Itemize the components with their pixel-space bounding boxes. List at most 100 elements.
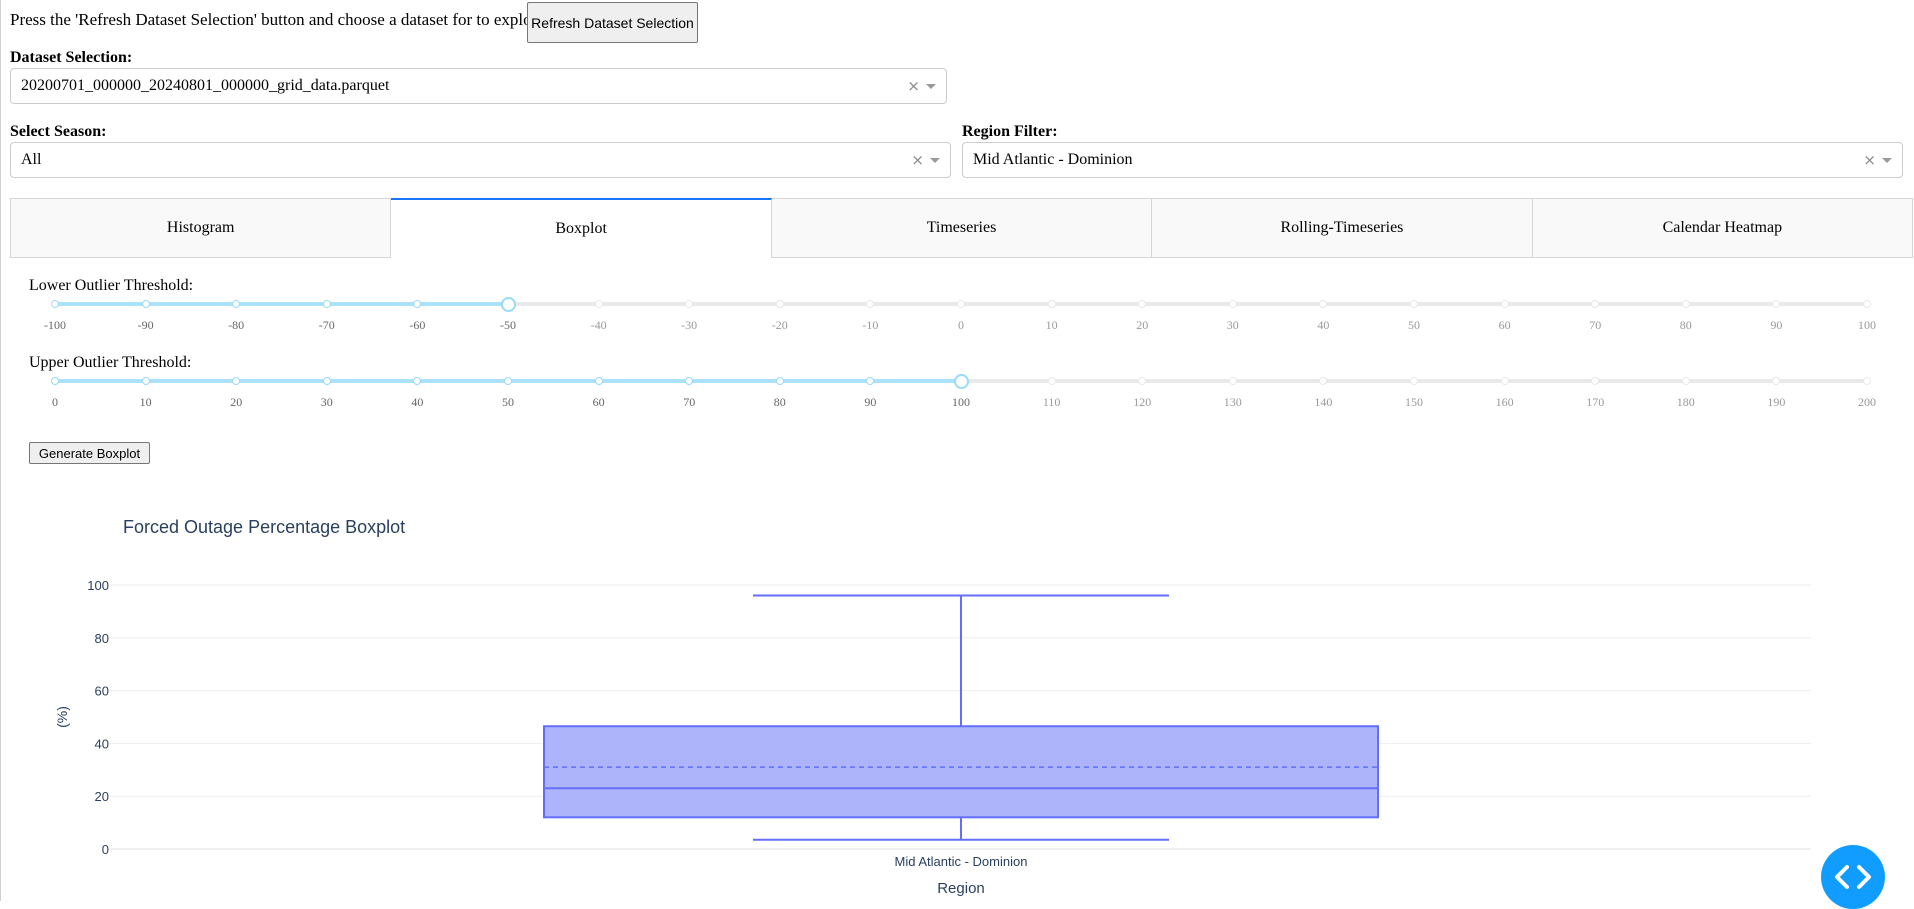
clear-icon[interactable]: × (911, 151, 924, 169)
season-dropdown[interactable]: All × (10, 142, 951, 178)
slider-track[interactable] (55, 302, 508, 306)
slider-dot[interactable] (1047, 377, 1056, 385)
clear-icon[interactable]: × (1863, 151, 1876, 169)
slider-mark-label[interactable]: 140 (1314, 395, 1333, 409)
slider-mark-label[interactable]: 180 (1676, 395, 1695, 409)
slider-dot[interactable] (685, 377, 694, 385)
tab-boxplot[interactable]: Boxplot (391, 198, 772, 258)
slider-dot[interactable] (322, 300, 331, 308)
slider-mark-label[interactable]: 30 (1226, 318, 1239, 332)
slider-dot[interactable] (594, 377, 603, 385)
slider-dot[interactable] (775, 300, 784, 308)
slider-mark-label[interactable]: 200 (1858, 395, 1876, 409)
tab-timeseries[interactable]: Timeseries (771, 198, 1153, 258)
slider-dot[interactable] (51, 300, 59, 308)
slider-mark-label[interactable]: 190 (1767, 395, 1786, 409)
slider-handle[interactable] (954, 374, 969, 389)
slider-mark-label[interactable]: 120 (1133, 395, 1152, 409)
slider-mark-label[interactable]: 10 (1045, 318, 1058, 332)
slider-mark-label[interactable]: -20 (771, 318, 788, 332)
slider-mark-label[interactable]: 60 (1498, 318, 1511, 332)
slider-dot[interactable] (866, 377, 875, 385)
slider-dot[interactable] (1681, 300, 1690, 308)
chevron-down-icon[interactable] (1882, 158, 1892, 163)
slider-mark-label[interactable]: 100 (952, 395, 970, 409)
tab-rolling-timeseries[interactable]: Rolling-Timeseries (1152, 198, 1533, 258)
lower-threshold-slider[interactable]: -100 -90 -80 -70 -60 -50 -40 -30 -20 -10 0 10 20 30 40… (44, 296, 1876, 336)
slider-handle[interactable] (501, 297, 516, 312)
slider-mark-label[interactable]: -40 (590, 318, 607, 332)
slider-mark-label[interactable]: 80 (773, 395, 786, 409)
slider-dot[interactable] (1228, 300, 1237, 308)
slider-mark-label[interactable]: 10 (139, 395, 152, 409)
clear-icon[interactable]: × (907, 77, 920, 95)
slider-dot[interactable] (1410, 300, 1418, 308)
slider-dot[interactable] (1863, 300, 1871, 308)
dataset-dropdown[interactable]: 20200701_000000_20240801_000000_grid_dat… (10, 68, 947, 104)
slider-dot[interactable] (685, 300, 694, 308)
slider-mark-label[interactable]: 90 (864, 395, 877, 409)
slider-dot[interactable] (866, 300, 875, 308)
slider-dot[interactable] (141, 377, 150, 385)
slider-dot[interactable] (1138, 377, 1147, 385)
tab-calendar-heatmap[interactable]: Calendar Heatmap (1532, 198, 1914, 258)
slider-dot[interactable] (1319, 377, 1328, 385)
slider-mark-label[interactable]: 20 (230, 395, 243, 409)
refresh-dataset-button[interactable]: Refresh Dataset Selection (527, 2, 698, 43)
slider-dot[interactable] (413, 377, 422, 385)
slider-mark-label[interactable]: 50 (1408, 318, 1420, 332)
slider-mark-label[interactable]: -70 (318, 318, 335, 332)
slider-dot[interactable] (1047, 300, 1056, 308)
slider-dot[interactable] (322, 377, 331, 385)
tab-histogram[interactable]: Histogram (10, 198, 392, 258)
slider-mark-label[interactable]: 130 (1223, 395, 1242, 409)
slider-dot[interactable] (141, 300, 150, 308)
slider-mark-label[interactable]: 50 (502, 395, 514, 409)
slider-dot[interactable] (775, 377, 784, 385)
slider-mark-label[interactable]: 40 (1317, 318, 1330, 332)
slider-dot[interactable] (1500, 377, 1509, 385)
slider-mark-label[interactable]: 150 (1405, 395, 1423, 409)
dev-tools-button[interactable] (1821, 845, 1885, 909)
slider-dot[interactable] (1138, 300, 1147, 308)
slider-dot[interactable] (1772, 300, 1781, 308)
slider-dot[interactable] (1319, 300, 1328, 308)
slider-mark-label[interactable]: -90 (137, 318, 154, 332)
chevron-down-icon[interactable] (930, 158, 940, 163)
upper-threshold-slider[interactable]: 0 10 20 30 40 50 60 70 80 90 100 110 120 130 140 150 160… (51, 373, 1876, 413)
slider-dot[interactable] (51, 377, 59, 385)
slider-dot[interactable] (1500, 300, 1509, 308)
chevron-down-icon[interactable] (926, 84, 936, 89)
slider-mark-label[interactable]: 20 (1136, 318, 1149, 332)
slider-mark-label[interactable]: 170 (1586, 395, 1605, 409)
slider-mark-label[interactable]: 60 (592, 395, 605, 409)
slider-mark-label[interactable]: 110 (1042, 395, 1061, 409)
slider-mark-label[interactable]: 30 (320, 395, 333, 409)
slider-dot[interactable] (232, 377, 241, 385)
slider-dot[interactable] (1772, 377, 1781, 385)
generate-boxplot-button[interactable]: Generate Boxplot (29, 442, 150, 464)
slider-dot[interactable] (957, 300, 965, 308)
slider-dot[interactable] (1863, 377, 1871, 385)
slider-mark-label[interactable]: 90 (1770, 318, 1783, 332)
slider-dot[interactable] (594, 300, 603, 308)
slider-dot[interactable] (232, 300, 241, 308)
region-dropdown[interactable]: Mid Atlantic - Dominion × (962, 142, 1903, 178)
slider-mark-label[interactable]: 0 (958, 318, 964, 332)
slider-mark-label[interactable]: 0 (52, 395, 58, 409)
slider-mark-label[interactable]: -30 (681, 318, 698, 332)
slider-mark-label[interactable]: 80 (1679, 318, 1692, 332)
slider-dot[interactable] (1228, 377, 1237, 385)
slider-dot[interactable] (1681, 377, 1690, 385)
slider-dot[interactable] (1591, 300, 1600, 308)
slider-mark-label[interactable]: -80 (228, 318, 245, 332)
slider-mark-label[interactable]: 40 (411, 395, 424, 409)
slider-mark-label[interactable]: 160 (1495, 395, 1514, 409)
slider-mark-label[interactable]: -10 (862, 318, 879, 332)
slider-dot[interactable] (504, 377, 512, 385)
box-trace[interactable] (543, 594, 1379, 841)
slider-mark-label[interactable]: -100 (44, 318, 66, 332)
slider-dot[interactable] (1591, 377, 1600, 385)
slider-mark-label[interactable]: 100 (1858, 318, 1876, 332)
slider-mark-label[interactable]: -50 (500, 318, 516, 332)
